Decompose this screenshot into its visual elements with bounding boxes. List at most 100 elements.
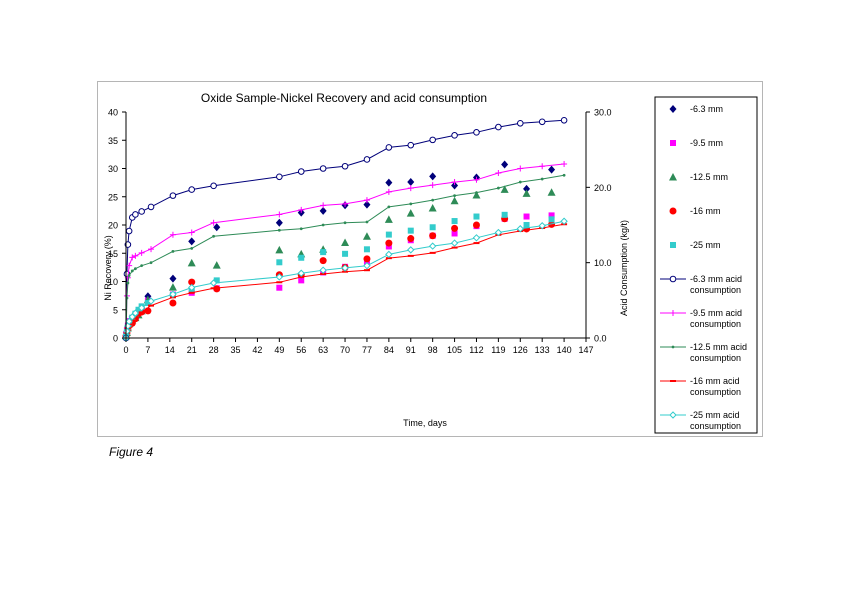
data-point (495, 170, 502, 177)
data-point (297, 168, 305, 175)
data-point (451, 224, 459, 232)
y-tick-label: 15 (108, 249, 118, 259)
series-group (122, 116, 568, 342)
data-point (385, 231, 392, 238)
data-point (562, 173, 566, 177)
legend-marker (669, 207, 677, 215)
data-point (561, 160, 568, 167)
data-point (560, 217, 568, 225)
data-point (147, 297, 155, 305)
data-point (429, 224, 436, 231)
x-tick-label: 91 (406, 345, 416, 355)
legend-box (654, 96, 758, 434)
legend: -6.3 mm -9.5 mm -12.5 mm -16 mm -25 mm -6.3 m… (660, 104, 747, 431)
data-point (407, 235, 415, 243)
data-point (342, 250, 349, 257)
x-tick-label: 0 (123, 345, 128, 355)
legend-label: -16 mm (690, 206, 721, 216)
data-point (407, 141, 415, 149)
data-point (451, 179, 458, 186)
data-point (523, 184, 531, 193)
data-point (132, 252, 139, 259)
data-point (169, 299, 177, 307)
legend-label: -9.5 mm (690, 138, 723, 148)
data-point (131, 309, 140, 317)
data-point (135, 306, 142, 313)
data-point (363, 156, 371, 163)
data-point (276, 259, 283, 266)
data-point (473, 213, 480, 220)
data-point (298, 277, 305, 284)
data-point (133, 267, 137, 271)
legend-label: consumption (690, 319, 741, 329)
data-point (169, 290, 177, 299)
legend-label: consumption (690, 421, 741, 431)
data-point (188, 237, 196, 246)
data-point (126, 281, 130, 285)
data-point (138, 208, 145, 215)
data-point (429, 172, 437, 181)
y2-tick-label: 10.0 (594, 258, 612, 268)
legend-label: -12.5 mm acid (690, 342, 747, 352)
data-point (125, 317, 133, 326)
data-point (548, 212, 555, 219)
data-point (523, 213, 530, 220)
data-point (538, 118, 546, 126)
legend-entry-1: -6.3 mm (669, 104, 723, 114)
data-point (169, 231, 176, 238)
y2-tick-label: 30.0 (594, 108, 612, 118)
legend-entry-4: -16 mm (669, 206, 721, 216)
data-point (517, 165, 524, 172)
data-point (472, 191, 481, 199)
x-tick-label: 14 (165, 345, 175, 355)
data-point (298, 206, 305, 213)
data-point (539, 163, 546, 170)
legend-marker (671, 345, 675, 349)
data-point (387, 205, 391, 209)
data-point (275, 245, 284, 254)
legend-entry-5: -25 mm (670, 240, 721, 250)
x-tick-label: 56 (296, 345, 306, 355)
data-point (212, 234, 216, 238)
x-tick-label: 98 (428, 345, 438, 355)
data-point (188, 229, 195, 236)
data-point (321, 223, 325, 227)
data-point (130, 269, 134, 273)
data-point (523, 222, 530, 228)
legend-marker (669, 275, 677, 283)
y-tick-label: 35 (108, 136, 118, 146)
data-point (140, 264, 144, 268)
x-tick-label: 70 (340, 345, 350, 355)
data-point (385, 250, 393, 259)
x-tick-label: 35 (231, 345, 241, 355)
data-point (341, 238, 350, 247)
legend-label: -6.3 mm acid (690, 274, 742, 284)
data-point (319, 266, 327, 274)
data-point (406, 209, 415, 217)
x-tick-label: 119 (491, 345, 505, 355)
data-point (385, 144, 393, 151)
data-point (320, 249, 327, 256)
data-point (149, 261, 153, 265)
data-point (409, 202, 413, 206)
data-point (475, 191, 478, 195)
data-point (363, 255, 371, 263)
data-point (501, 160, 509, 169)
series-5 (123, 211, 555, 340)
data-point (127, 274, 131, 277)
data-point (123, 327, 131, 335)
data-point (407, 185, 414, 192)
series-1 (122, 160, 556, 340)
y-tick-label: 5 (113, 305, 118, 315)
legend-entry-3: -12.5 mm (669, 172, 728, 182)
data-point (428, 242, 437, 250)
data-point (299, 227, 303, 231)
data-point (501, 211, 508, 218)
data-point (450, 239, 459, 247)
data-point (451, 218, 458, 225)
data-point (343, 221, 347, 225)
data-point (276, 284, 283, 291)
